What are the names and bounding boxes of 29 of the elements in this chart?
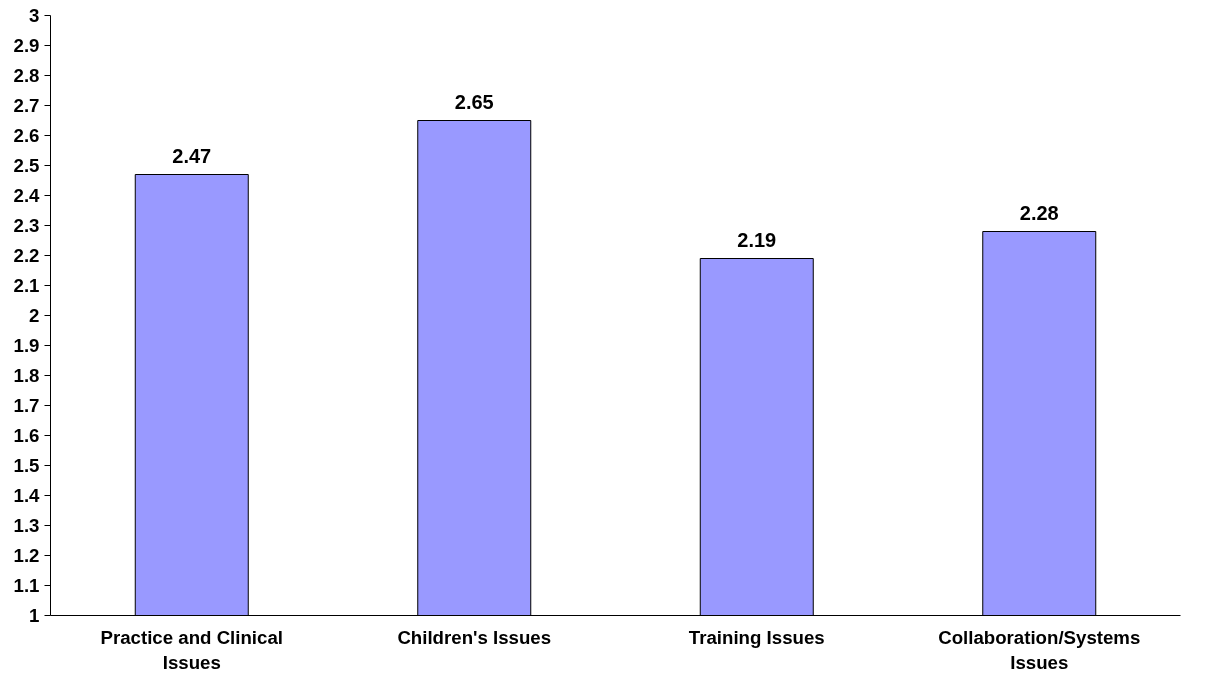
data-label: 2.19 [737, 228, 777, 251]
y-tick-label: 1.4 [13, 485, 41, 506]
y-tick-label: 2 [29, 305, 40, 326]
y-tick-label: 1.9 [13, 335, 40, 356]
y-tick-label: 2.9 [13, 35, 40, 56]
y-tick-label: 2.8 [13, 65, 40, 86]
data-label: 2.47 [172, 144, 212, 167]
x-tick-label: Training Issues [688, 626, 825, 648]
data-label: 2.28 [1019, 201, 1059, 224]
y-tick-label: 1 [29, 605, 40, 626]
y-tick-label: 1.8 [13, 365, 40, 386]
y-tick-label: 1.1 [13, 575, 40, 596]
y-tick-label: 1.3 [13, 515, 40, 536]
y-tick-label: 2.7 [13, 95, 40, 116]
x-tick-label: Children's Issues [397, 626, 552, 648]
x-tick-label: Collaboration/Systems Issues [938, 626, 1141, 673]
y-tick-label: 3 [29, 5, 40, 26]
y-tick-label: 2.4 [13, 185, 41, 206]
y-tick-label: 2.1 [13, 275, 40, 296]
y-tick-label: 2.5 [13, 155, 40, 176]
y-tick-label: 2.2 [13, 245, 40, 266]
y-tick-label: 1.6 [13, 425, 40, 446]
y-tick-label: 1.5 [13, 455, 40, 476]
y-tick-label: 2.6 [13, 125, 40, 146]
data-label: 2.65 [454, 90, 494, 113]
x-tick-label: Practice and Clinical Issues [100, 626, 283, 673]
y-tick-label: 2.3 [13, 215, 40, 236]
y-tick-label: 1.7 [13, 395, 40, 416]
y-tick-label: 1.2 [13, 545, 40, 566]
